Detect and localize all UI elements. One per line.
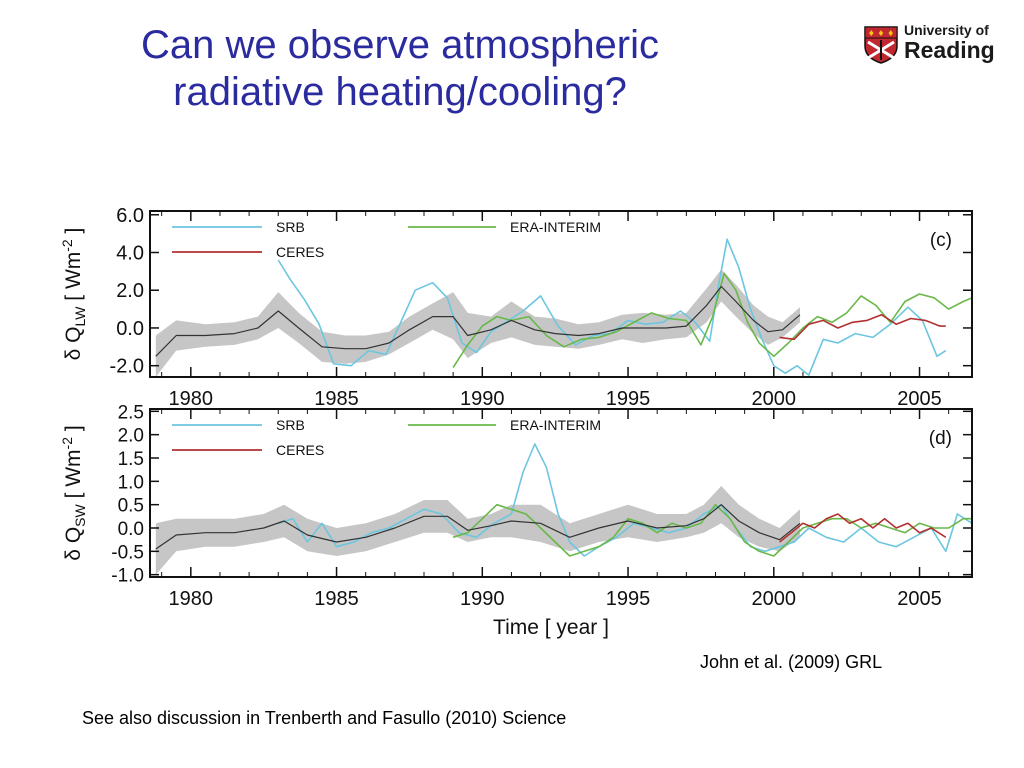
x-tick-label: 1995 (606, 588, 651, 610)
spread-band (155, 486, 801, 575)
legend-label: CERES (276, 244, 324, 260)
svg-text:♦ ♦ ♦: ♦ ♦ ♦ (868, 29, 895, 38)
y-tick-label: -2.0 (110, 356, 144, 378)
plot-frame (149, 210, 973, 378)
y-axis-label-part: ] (62, 425, 85, 437)
x-tick-label: 1985 (314, 388, 359, 410)
university-crest-icon: ♦ ♦ ♦ (864, 26, 898, 64)
series-line-ceres (779, 513, 947, 543)
y-tick-label: 1.0 (118, 472, 144, 493)
y-axis-label-part: ] (62, 228, 85, 240)
x-tick-label: 1995 (606, 388, 651, 410)
y-axis-label-part: [ Wm (62, 449, 85, 504)
x-tick-label: 1990 (460, 588, 505, 610)
spread-band (155, 269, 801, 377)
legend-label: ERA-INTERIM (510, 219, 601, 235)
plot-area (155, 238, 972, 377)
series-line-srb (277, 238, 947, 376)
series-line-era-interim (452, 272, 972, 369)
plot-area (155, 443, 972, 575)
chart-panel-c: -2.0 0.0 2.0 4.0 6.0 1980 1985 1990 1995 2000 2005… (59, 205, 973, 410)
slide-title-line-2: radiative heating/cooling? (173, 70, 627, 114)
x-tick-label: 1980 (169, 588, 214, 610)
y-tick-label: 2.0 (116, 280, 144, 302)
legend-label: ERA-INTERIM (510, 417, 601, 433)
x-tick-label: 2005 (897, 388, 942, 410)
x-tick-label: 2000 (752, 388, 797, 410)
legend-label: SRB (276, 417, 305, 433)
x-tick-label: 2000 (752, 588, 797, 610)
series-line-era-interim (452, 503, 972, 557)
x-tick-label: 1985 (314, 588, 359, 610)
panel-label: (c) (930, 230, 952, 251)
y-tick-label: -1.0 (111, 566, 144, 587)
y-axis-label-part: δ Q (62, 527, 85, 561)
logo-line-2: Reading (904, 37, 995, 63)
y-tick-label: 1.5 (118, 449, 144, 470)
y-tick-label: 4.0 (116, 243, 144, 265)
y-axis-label: δ QSW [ Wm-2 ] (59, 425, 88, 560)
y-axis-label-part: -2 (59, 239, 75, 252)
legend-label: SRB (276, 219, 305, 235)
x-axis-title: Time [ year ] (493, 616, 609, 639)
y-axis-label-part: LW (72, 306, 88, 327)
y-axis-label-part: [ Wm (62, 252, 85, 307)
logo-line-1: University of (904, 22, 989, 38)
x-tick-label: 1980 (169, 388, 214, 410)
y-tick-label: -0.5 (111, 542, 144, 563)
y-axis-label-part: SW (72, 503, 88, 526)
citation: John et al. (2009) GRL (700, 652, 883, 672)
x-tick-label: 1990 (460, 388, 505, 410)
y-tick-label: 6.0 (116, 205, 144, 227)
logo-text: University of Reading (904, 22, 995, 62)
y-tick-label: 2.0 (118, 426, 144, 447)
series-line-srb (278, 443, 972, 557)
panel-label: (d) (929, 428, 952, 449)
slide-title: Can we observe atmospheric radiative hea… (60, 22, 740, 116)
footnote: See also discussion in Trenberth and Fas… (82, 708, 567, 728)
y-tick-label: 0.0 (116, 318, 144, 340)
y-axis-label: δ QLW [ Wm-2 ] (59, 228, 88, 361)
university-logo: ♦ ♦ ♦ University of Reading (864, 22, 1004, 70)
series-line-ceres (779, 313, 946, 341)
x-tick-label: 2005 (897, 588, 942, 610)
y-tick-label: 2.5 (118, 402, 144, 423)
y-tick-label: 0.5 (118, 496, 144, 517)
chart-panel-d: -1.0 -0.50.00.5 1.01.52.0 2.5 1980 1985 1990 19… (59, 402, 973, 639)
series-line-ensemble-mean (155, 504, 801, 550)
y-axis-label-part: -2 (59, 437, 75, 450)
plot-frame (149, 408, 973, 578)
legend-label: CERES (276, 442, 324, 458)
slide-title-line-1: Can we observe atmospheric (140, 23, 660, 67)
series-line-ensemble-mean (155, 285, 801, 357)
y-tick-label: 0.0 (118, 519, 144, 540)
y-axis-label-part: δ Q (62, 327, 85, 361)
